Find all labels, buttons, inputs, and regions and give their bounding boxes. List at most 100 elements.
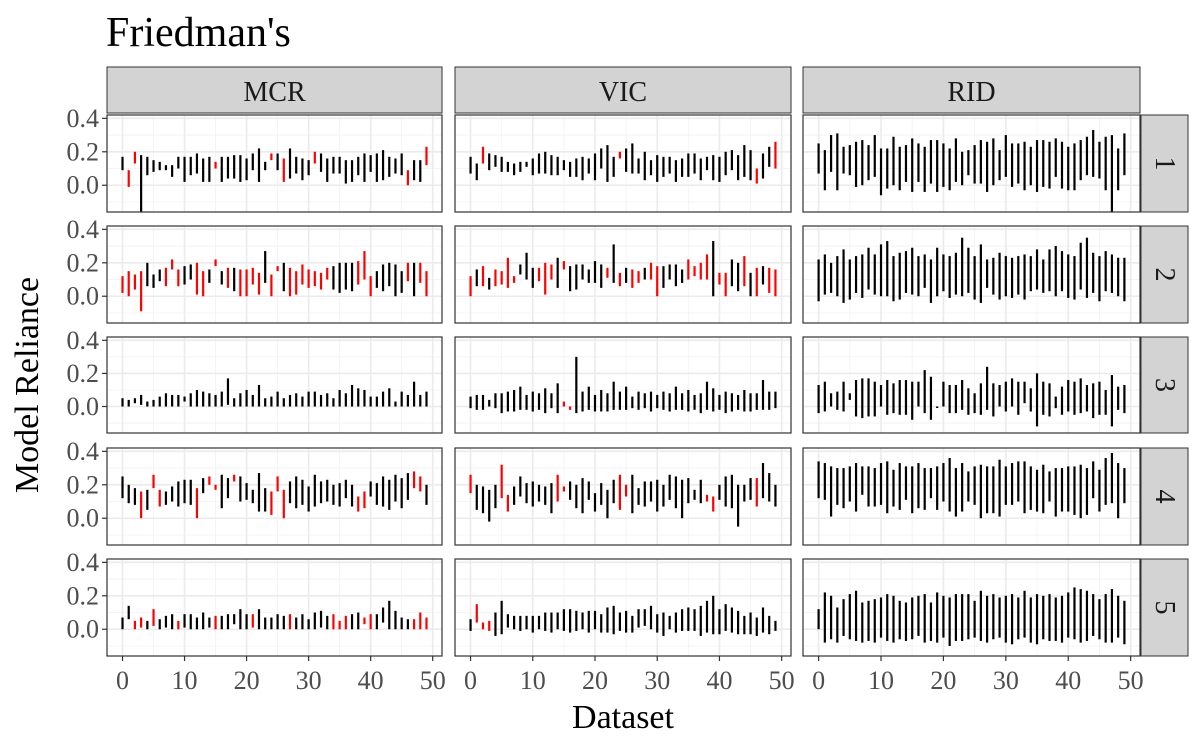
y-tick-label: 0.4 <box>67 548 100 577</box>
row-strips: 1 2 3 4 5 <box>1140 114 1189 657</box>
facet-panels <box>106 114 1141 657</box>
strip-label-MCR: MCR <box>243 77 306 108</box>
x-tick-label: 30 <box>296 666 322 695</box>
panel-border <box>454 447 792 546</box>
strip-row-3 <box>1140 336 1189 434</box>
y-tick-label: 0.4 <box>67 437 100 466</box>
panel-RID-4 <box>802 447 1141 546</box>
panel-border <box>106 114 443 213</box>
y-tick-label: 0.0 <box>67 615 100 644</box>
panel-background <box>455 559 791 656</box>
panel-VIC-3 <box>454 336 792 434</box>
panel-border <box>802 225 1141 324</box>
chart-title: Friedman's <box>106 10 291 56</box>
panel-RID-2 <box>802 225 1141 324</box>
x-tick-label: 0 <box>464 666 477 695</box>
y-tick-label: 0.4 <box>67 215 100 244</box>
panel-border <box>106 336 443 434</box>
panel-VIC-5 <box>454 558 792 657</box>
x-tick-label: 10 <box>172 666 198 695</box>
panel-RID-5 <box>802 558 1141 657</box>
x-tick-label: 40 <box>358 666 384 695</box>
panel-background <box>455 448 791 545</box>
strip-label-VIC: VIC <box>599 77 647 108</box>
strip-row-5 <box>1140 558 1189 657</box>
panel-border <box>106 558 443 657</box>
strip-label-row-5: 5 <box>1149 601 1180 615</box>
strip-col-VIC <box>454 66 792 114</box>
y-axis-label: Model Reliance <box>9 277 46 493</box>
x-axis: 0 10 20 30 40 50 0 10 20 30 40 50 0 10 20 30 40 50 <box>116 656 1144 695</box>
panel-background <box>455 115 791 212</box>
strip-label-row-4: 4 <box>1149 490 1180 504</box>
strip-row-1 <box>1140 114 1189 213</box>
y-tick-label: 0.2 <box>67 359 100 388</box>
panel-border <box>106 447 443 546</box>
panel-background <box>455 337 791 433</box>
x-tick-label: 20 <box>930 666 956 695</box>
panel-MCR-1 <box>106 114 443 213</box>
x-tick-label: 20 <box>234 666 260 695</box>
panel-VIC-1 <box>454 114 792 213</box>
panel-border <box>454 558 792 657</box>
panel-background <box>803 226 1140 323</box>
y-tick-label: 0.0 <box>67 504 100 533</box>
strip-label-row-3: 3 <box>1149 378 1180 392</box>
y-axis: 0.0 0.2 0.4 0.0 0.2 0.4 0.0 0.2 0.4 0.0 0.2 0.4 0.0 0… <box>67 104 107 644</box>
panel-background <box>803 337 1140 433</box>
panel-border <box>454 336 792 434</box>
panel-MCR-4 <box>106 447 443 546</box>
x-tick-label: 20 <box>582 666 608 695</box>
strip-col-RID <box>802 66 1141 114</box>
strip-label-row-1: 1 <box>1149 157 1180 171</box>
panel-VIC-4 <box>454 447 792 546</box>
panel-background <box>107 226 442 323</box>
x-tick-label: 30 <box>993 666 1019 695</box>
y-tick-label: 0.0 <box>67 171 100 200</box>
panel-MCR-2 <box>106 225 443 324</box>
panel-RID-3 <box>802 336 1141 434</box>
panel-border <box>106 225 443 324</box>
x-tick-label: 40 <box>706 666 732 695</box>
panel-RID-1 <box>802 114 1141 213</box>
panel-border <box>454 225 792 324</box>
panel-border <box>802 558 1141 657</box>
y-tick-label: 0.0 <box>67 392 100 421</box>
panel-background <box>803 448 1140 545</box>
x-tick-label: 30 <box>644 666 670 695</box>
panel-MCR-5 <box>106 558 443 657</box>
y-tick-label: 0.4 <box>67 326 100 355</box>
strip-row-4 <box>1140 447 1189 546</box>
x-tick-label: 0 <box>812 666 825 695</box>
panel-border <box>802 114 1141 213</box>
x-tick-label: 10 <box>868 666 894 695</box>
panel-VIC-2 <box>454 225 792 324</box>
column-strips: MCR VIC RID <box>106 66 1141 114</box>
strip-label-row-2: 2 <box>1149 268 1180 282</box>
strip-col-MCR <box>106 66 443 114</box>
y-tick-label: 0.2 <box>67 470 100 499</box>
y-tick-label: 0.2 <box>67 581 100 610</box>
panel-background <box>107 337 442 433</box>
strip-row-2 <box>1140 225 1189 324</box>
x-axis-label: Dataset <box>572 699 675 736</box>
y-tick-label: 0.0 <box>67 282 100 311</box>
panel-background <box>803 115 1140 212</box>
panel-border <box>454 114 792 213</box>
panel-background <box>803 559 1140 656</box>
panel-MCR-3 <box>106 336 443 434</box>
x-tick-label: 40 <box>1055 666 1081 695</box>
x-tick-label: 50 <box>769 666 795 695</box>
y-tick-label: 0.2 <box>67 248 100 277</box>
x-tick-label: 0 <box>116 666 129 695</box>
x-tick-label: 50 <box>1118 666 1144 695</box>
panel-background <box>107 448 442 545</box>
panel-border <box>802 336 1141 434</box>
panel-background <box>455 226 791 323</box>
x-tick-label: 50 <box>420 666 446 695</box>
y-tick-label: 0.2 <box>67 137 100 166</box>
panel-border <box>802 447 1141 546</box>
strip-label-RID: RID <box>947 77 995 108</box>
x-tick-label: 10 <box>520 666 546 695</box>
y-tick-label: 0.4 <box>67 104 100 133</box>
